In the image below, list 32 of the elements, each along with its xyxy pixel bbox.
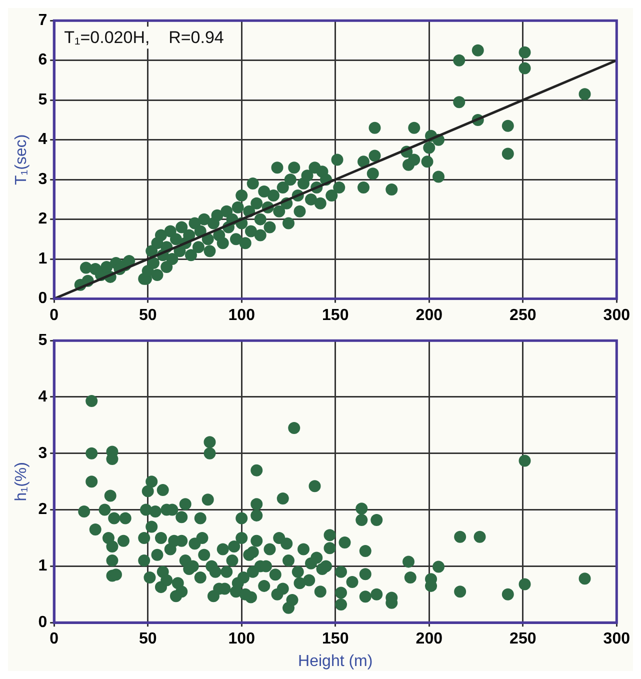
y-tick-label: 4 (38, 131, 48, 148)
y-tick-label: 7 (38, 12, 48, 30)
x-tick-label: 200 (416, 630, 443, 648)
x-tick-label: 200 (416, 306, 443, 324)
y-tick-label: 2 (38, 210, 48, 228)
x-tick-label: 50 (138, 630, 157, 648)
y-tick-label: 3 (38, 170, 48, 188)
x-tick-label: 100 (228, 306, 256, 324)
x-axis-title: Height (m) (298, 652, 373, 670)
y-tick-label: 2 (38, 501, 48, 518)
annotation: T₁=0.020H, R=0.94 (64, 28, 224, 47)
y-axis-title: h₁(%) (13, 462, 30, 502)
x-tick-label: 300 (603, 306, 630, 324)
x-tick-label: 0 (50, 306, 59, 324)
y-tick-label: 6 (38, 52, 48, 69)
y-tick-label: 1 (38, 250, 48, 268)
y-tick-label: 3 (38, 444, 48, 462)
y-tick-label: 4 (38, 388, 48, 406)
y-tick-label: 1 (38, 558, 48, 575)
y-tick-label: 0 (38, 614, 48, 632)
x-tick-label: 50 (138, 306, 157, 324)
y-tick-label: 5 (38, 91, 48, 108)
x-tick-label: 0 (50, 630, 59, 648)
y-tick-label: 0 (38, 290, 48, 308)
x-tick-label: 150 (322, 306, 349, 324)
x-tick-label: 100 (228, 630, 256, 648)
x-tick-label: 250 (510, 306, 536, 324)
x-tick-label: 250 (510, 630, 536, 648)
x-tick-label: 150 (322, 630, 349, 648)
y-tick-label: 5 (38, 332, 48, 350)
x-tick-label: 300 (603, 630, 630, 648)
y-axis-title: T₁(sec) (13, 134, 30, 186)
